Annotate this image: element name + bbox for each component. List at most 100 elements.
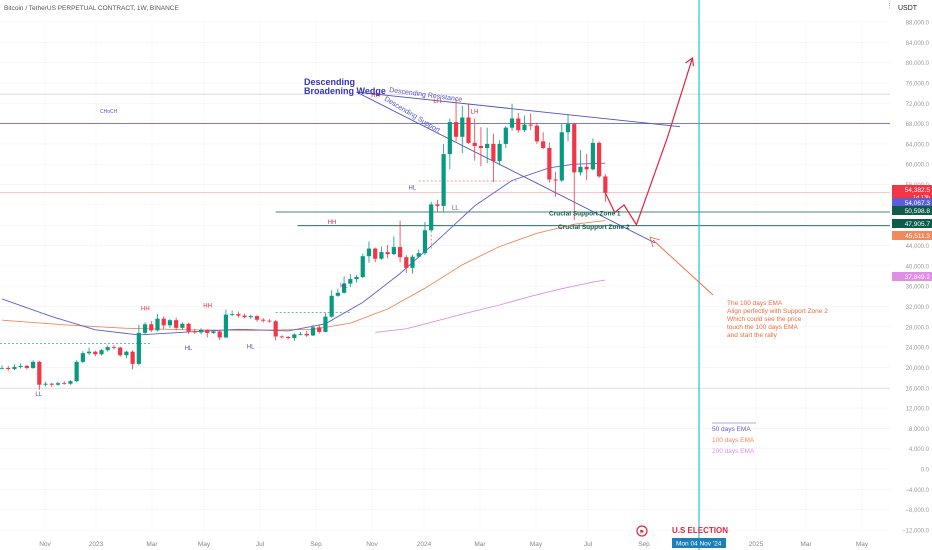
flag-icon-glyph: ⚑ [639,529,644,536]
candle-body [491,143,496,162]
candle-body [578,166,583,173]
wedge-resistance-line [356,91,681,128]
candle-body [130,351,135,364]
time-tick-label: Mar [800,541,812,548]
candle-body [410,256,415,268]
legend-ema100: 100 days EMA [712,437,755,444]
flag-icon[interactable] [636,525,648,537]
candle-body [167,320,173,326]
candle-body [105,347,110,351]
price-tick-label: −12,000.0 [902,529,930,535]
candle-body [429,204,434,231]
candle-body [267,320,272,322]
note-line-2: Align perfectly with Support Zone 2 [727,308,828,315]
structure-labels: LL HH HL HH HL HH HL HH HL LH LL LH [35,93,478,398]
candle-body [186,323,191,332]
candle-body [565,124,571,133]
candle-body [217,331,222,338]
currency-label[interactable]: USDT [898,5,918,12]
candle-body [254,316,260,320]
structure-label: LH [471,109,479,115]
candle-body [236,314,241,316]
price-tick-label: 8,000.0 [909,427,930,433]
price-tag-value: 54,382.5 [905,187,931,194]
price-tick-label: 0.0 [921,468,930,474]
election-date-badge [672,538,726,548]
price-tick-label: 68,000.0 [906,122,930,128]
candle-body [391,247,396,255]
candle-body [198,329,204,333]
candles[interactable] [0,99,608,390]
candle-body [261,319,266,321]
price-tick-label: 28,000.0 [906,325,930,331]
price-tick-label: 36,000.0 [906,285,930,291]
price-tick-label: 84,000.0 [906,41,930,47]
ema-lines [1,162,606,336]
candle-body [453,122,459,137]
price-tag [892,185,932,201]
menu-dots-icon[interactable]: ⋮ [886,3,893,10]
candle-body [24,365,29,368]
time-tick-label: May [198,541,211,548]
ema200-line [375,279,606,333]
candle-body [335,292,340,296]
price-tick-label: 88,000.0 [906,21,930,27]
candle-body [93,351,98,355]
candle-body [180,323,185,328]
candle-body [37,361,42,385]
election-marker[interactable]: ⚑ U.S ELECTION Mon 04 Nov '24 [636,525,728,548]
candle-body [541,141,546,148]
candle-body [55,383,61,385]
candle-body [49,383,54,385]
time-tick-label: Nov [366,541,378,548]
time-tick-label: May [856,541,869,548]
candle-body [43,383,48,385]
time-tick-label: Sep [310,541,322,548]
time-tick-label: Jul [584,541,593,548]
candle-body [136,332,141,364]
ema-legend: 50 days EMA 100 days EMA 200 days EMA [712,422,756,455]
price-tick-label: 12,000.0 [906,407,930,413]
candle-body [360,256,365,278]
time-tick-label: May [530,541,543,548]
candle-body [379,252,384,259]
candle-body [298,333,303,335]
price-tick-label: 60,000.0 [906,163,930,169]
candle-body [404,257,409,268]
candle-body [124,351,129,356]
candle-body [211,331,216,333]
price-axis[interactable]: 88,000.0 84,000.0 80,000.0 76,000.0 72,000.0… [902,21,930,535]
candle-body [323,316,328,332]
note-line-5: and start the rally [727,332,778,339]
ema50-line [1,162,606,336]
candle-body [547,147,552,180]
candle-body [242,315,247,318]
structure-label: HH [328,220,337,226]
candle-body [223,314,229,338]
ema-note: The 100 days EMA Align perfectly with Su… [727,300,828,339]
structure-label: HL [185,346,193,352]
price-tag-value: 50,598.8 [905,208,931,215]
candle-body [603,176,608,193]
candle-body [161,318,166,326]
candle-body [62,383,67,384]
candle-body [99,350,104,355]
candle-body [416,253,421,257]
candle-body [528,124,533,126]
structure-label: LL [35,392,42,398]
candle-body [584,166,589,170]
candle-body [12,366,17,369]
candle-body [503,127,508,144]
price-tick-label: 64,000.0 [906,142,930,148]
price-tag-value: 54,067.3 [905,200,931,207]
price-tick-label: 44,000.0 [906,244,930,250]
candle-body [142,324,148,333]
support-zone-1-label: Crucial Support Zone 1 [549,211,621,218]
choch-label: CHoCH [100,109,118,115]
legend-ema50: 50 days EMA [712,426,751,433]
price-tick-label: 4,000.0 [909,447,930,453]
candle-body [397,247,403,258]
note-line-3: Which could see the price [727,316,802,323]
time-tick-label: 2025 [749,541,764,548]
